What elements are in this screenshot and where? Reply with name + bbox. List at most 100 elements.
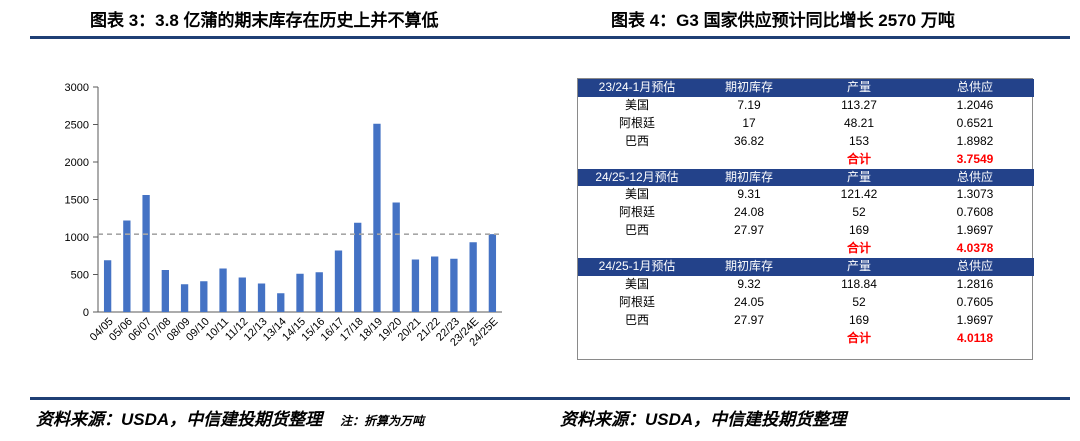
table-cell: 1.9697 xyxy=(956,223,994,238)
y-tick-label: 3000 xyxy=(65,82,89,94)
bar-24/25E xyxy=(488,234,497,312)
table-cell: 美国 xyxy=(624,276,649,291)
bar-09/10 xyxy=(200,281,208,312)
table-cell: 169 xyxy=(848,312,870,327)
table-cell: 0.7605 xyxy=(956,294,994,309)
bar-05/06 xyxy=(123,220,131,312)
table-cell: 153 xyxy=(848,133,870,148)
bar-07/08 xyxy=(161,270,169,312)
table-cell: 美国 xyxy=(624,187,649,202)
table-row: 阿根廷 24.08 52 0.7608 xyxy=(578,204,1034,222)
bar-18/19 xyxy=(373,123,381,312)
header-cell: 总供应 xyxy=(916,79,1034,97)
header-cell: 产量 xyxy=(802,168,916,187)
table-row: 巴西 27.97 169 1.9697 xyxy=(578,312,1034,330)
table-row: 美国 9.32 118.84 1.2816 xyxy=(578,276,1034,294)
bar-chart-svg: 05001000150020002500300004/0505/0606/070… xyxy=(65,82,502,349)
header-cell: 总供应 xyxy=(916,258,1034,276)
header-cell: 期初库存 xyxy=(696,168,802,187)
table-section-header: 24/25-12月预估 期初库存 产量 总供应 xyxy=(578,168,1034,187)
header-cell: 24/25-1月预估 xyxy=(578,258,696,276)
table-cell: 巴西 xyxy=(624,223,649,238)
total-value: 3.7549 xyxy=(956,151,994,166)
table-row: 美国 7.19 113.27 1.2046 xyxy=(578,97,1034,115)
header-cell: 期初库存 xyxy=(696,258,802,276)
bar-21/22 xyxy=(431,256,439,312)
total-value: 4.0378 xyxy=(956,241,994,256)
empty-cell xyxy=(696,240,802,258)
unit-note: 注：折算为万吨 xyxy=(340,414,425,428)
table-cell: 27.97 xyxy=(733,312,765,327)
table-cell: 美国 xyxy=(624,97,649,112)
header-cell: 期初库存 xyxy=(696,79,802,97)
left-chart-title: 图表 3：3.8 亿蒲的期末库存在历史上并不算低 xyxy=(90,11,439,30)
total-label: 合计 xyxy=(846,330,871,345)
table-cell: 36.82 xyxy=(733,133,765,148)
table-cell: 1.9697 xyxy=(956,312,994,327)
table-cell: 1.2816 xyxy=(956,276,994,291)
table-row: 阿根廷 24.05 52 0.7605 xyxy=(578,294,1034,312)
bar-10/11 xyxy=(219,268,227,312)
header-cell: 23/24-1月预估 xyxy=(578,79,696,97)
table-cell: 118.84 xyxy=(841,276,877,291)
supply-table: 23/24-1月预估 期初库存 产量 总供应 美国 7.19 113.27 1.2046 阿根廷… xyxy=(577,78,1034,360)
table-row: 巴西 36.82 153 1.8982 xyxy=(578,133,1034,151)
table-section-header: 24/25-1月预估 期初库存 产量 总供应 xyxy=(578,258,1034,276)
table-cell: 24.05 xyxy=(733,294,765,309)
table-cell: 阿根廷 xyxy=(618,115,655,130)
table-row: 巴西 27.97 169 1.9697 xyxy=(578,222,1034,240)
table-cell: 24.08 xyxy=(733,205,765,220)
table-cell: 7.19 xyxy=(737,97,761,112)
empty-cell xyxy=(578,151,696,169)
empty-cell xyxy=(578,330,696,348)
bar-13/14 xyxy=(277,293,285,312)
table-cell: 169 xyxy=(848,223,870,238)
table-cell: 52 xyxy=(852,205,866,220)
table-cell: 121.42 xyxy=(840,187,878,202)
bar-15/16 xyxy=(315,272,323,312)
table-total-row: 合计 4.0118 xyxy=(578,330,1034,348)
table-cell: 阿根廷 xyxy=(618,205,655,220)
top-divider xyxy=(30,36,1070,39)
table-cell: 0.7608 xyxy=(956,205,994,220)
bar-04/05 xyxy=(103,260,112,312)
empty-cell xyxy=(696,330,802,348)
header-cell: 产量 xyxy=(802,258,916,276)
source-left-text: 资料来源：USDA，中信建投期货整理 xyxy=(36,410,323,429)
total-label: 合计 xyxy=(846,241,871,256)
bottom-divider xyxy=(30,397,1070,400)
table-cell: 0.6521 xyxy=(956,115,994,130)
source-left: 资料来源：USDA，中信建投期货整理 注：折算为万吨 xyxy=(36,405,424,430)
source-right: 资料来源：USDA，中信建投期货整理 xyxy=(560,410,847,429)
table-cell: 巴西 xyxy=(624,312,649,327)
table-cell: 17 xyxy=(742,115,756,130)
table-cell: 113.27 xyxy=(841,97,877,112)
y-tick-label: 2000 xyxy=(65,157,89,169)
table-row: 阿根廷 17 48.21 0.6521 xyxy=(578,115,1034,133)
table-cell: 1.3073 xyxy=(956,187,994,202)
y-tick-label: 1500 xyxy=(65,195,89,207)
bar-16/17 xyxy=(334,250,343,312)
bar-19/20 xyxy=(392,202,400,312)
bar-22/23 xyxy=(450,258,458,312)
header-cell: 产量 xyxy=(802,79,916,97)
right-table-title: 图表 4：G3 国家供应预计同比增长 2570 万吨 xyxy=(611,11,955,30)
bar-06/07 xyxy=(142,195,150,312)
empty-cell xyxy=(578,240,696,258)
total-value: 4.0118 xyxy=(956,330,994,345)
bar-23/24E xyxy=(469,242,477,312)
table-row: 美国 9.31 121.42 1.3073 xyxy=(578,186,1034,204)
bar-12/13 xyxy=(257,283,266,312)
header-cell: 24/25-12月预估 xyxy=(578,168,696,187)
table-cell: 48.21 xyxy=(843,115,875,130)
y-tick-label: 0 xyxy=(83,307,89,319)
header-cell: 总供应 xyxy=(916,168,1034,187)
table-total-row: 合计 4.0378 xyxy=(578,240,1034,258)
bar-20/21 xyxy=(411,259,420,312)
table-cell: 1.2046 xyxy=(956,97,994,112)
table-cell: 1.8982 xyxy=(956,133,994,148)
table-cell: 52 xyxy=(852,294,866,309)
table-cell: 27.97 xyxy=(733,223,765,238)
y-tick-label: 500 xyxy=(71,270,89,282)
supply-table-grid: 23/24-1月预估 期初库存 产量 总供应 美国 7.19 113.27 1.2046 阿根廷… xyxy=(578,79,1034,348)
